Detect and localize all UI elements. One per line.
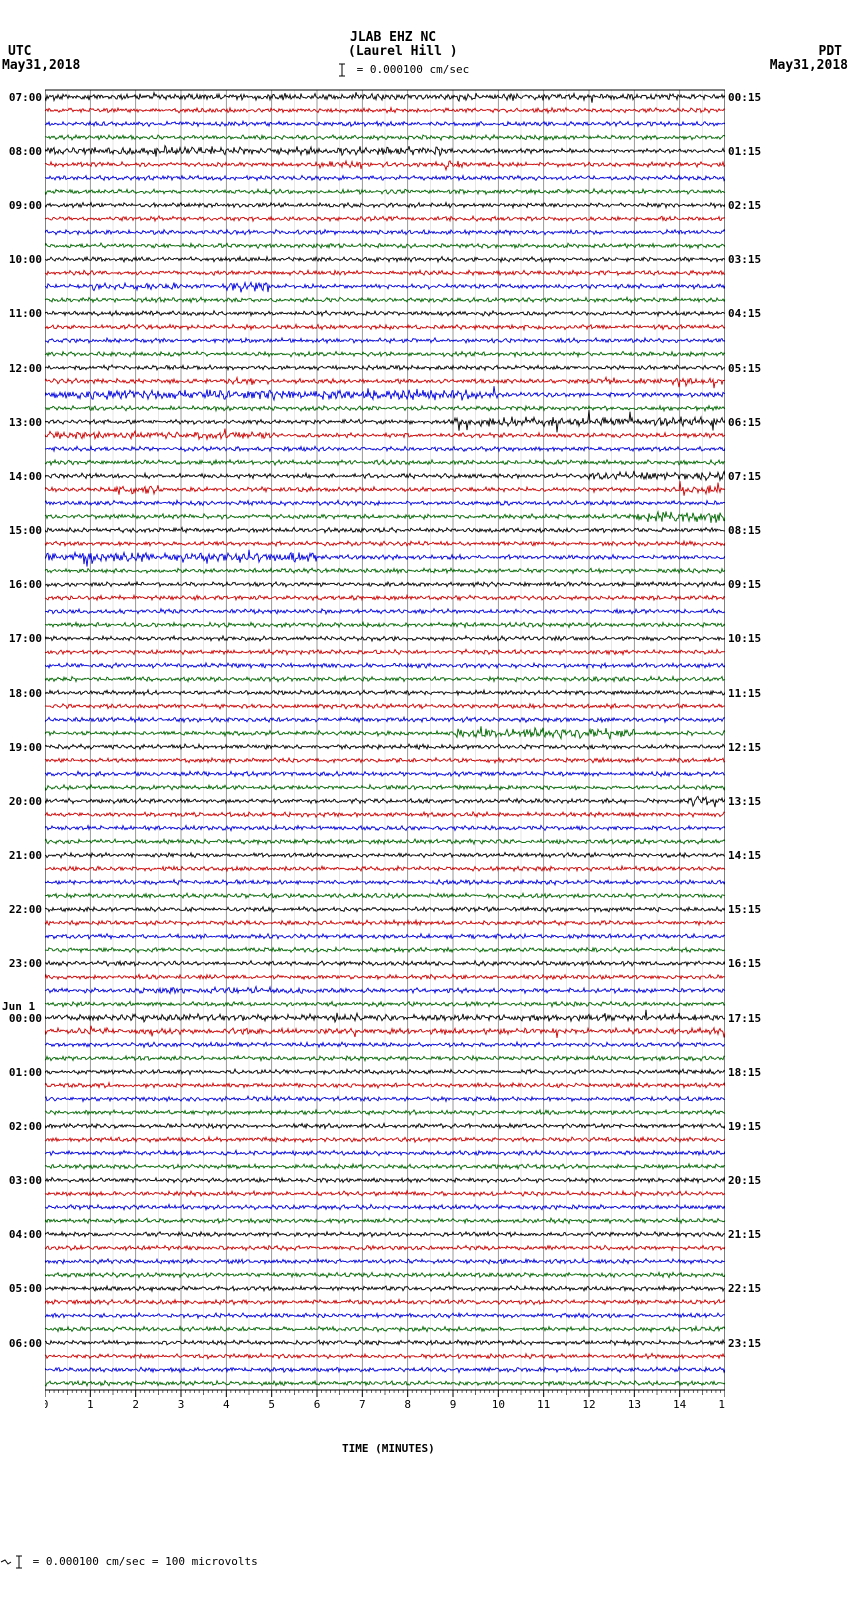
svg-text:1: 1 bbox=[87, 1398, 94, 1411]
right-time-label: 21:15 bbox=[728, 1228, 761, 1241]
left-time-label: 18:00 bbox=[2, 687, 42, 700]
right-time-label: 12:15 bbox=[728, 741, 761, 754]
left-time-label: 05:00 bbox=[2, 1282, 42, 1295]
svg-text:13: 13 bbox=[628, 1398, 641, 1411]
right-time-label: 20:15 bbox=[728, 1174, 761, 1187]
right-time-label: 02:15 bbox=[728, 199, 761, 212]
right-time-label: 08:15 bbox=[728, 524, 761, 537]
right-time-label: 15:15 bbox=[728, 903, 761, 916]
seismogram-container: JLAB EHZ NC (Laurel Hill ) = 0.000100 cm… bbox=[0, 0, 850, 1613]
left-time-label: 04:00 bbox=[2, 1228, 42, 1241]
x-axis-title: TIME (MINUTES) bbox=[342, 1442, 435, 1455]
helicorder-plot: 0123456789101112131415 bbox=[45, 85, 725, 1415]
left-time-label: 15:00 bbox=[2, 524, 42, 537]
svg-text:11: 11 bbox=[537, 1398, 550, 1411]
left-date-label: May31,2018 bbox=[2, 58, 80, 73]
station-code: JLAB EHZ NC bbox=[350, 30, 436, 45]
scale-indicator: = 0.000100 cm/sec bbox=[335, 63, 469, 77]
svg-text:6: 6 bbox=[314, 1398, 321, 1411]
right-time-label: 07:15 bbox=[728, 470, 761, 483]
left-time-label: 23:00 bbox=[2, 957, 42, 970]
left-time-label: 08:00 bbox=[2, 145, 42, 158]
right-time-label: 01:15 bbox=[728, 145, 761, 158]
left-time-label: 07:00 bbox=[2, 91, 42, 104]
left-time-label: 10:00 bbox=[2, 253, 42, 266]
svg-text:2: 2 bbox=[132, 1398, 139, 1411]
left-time-label: 01:00 bbox=[2, 1066, 42, 1079]
right-time-label: 18:15 bbox=[728, 1066, 761, 1079]
left-tz-label: UTC bbox=[8, 44, 31, 59]
location-name: (Laurel Hill ) bbox=[348, 44, 458, 59]
left-time-label: 03:00 bbox=[2, 1174, 42, 1187]
date-change-label: Jun 1 bbox=[2, 1000, 35, 1013]
svg-text:15: 15 bbox=[718, 1398, 725, 1411]
right-time-label: 16:15 bbox=[728, 957, 761, 970]
right-time-label: 09:15 bbox=[728, 578, 761, 591]
right-time-label: 22:15 bbox=[728, 1282, 761, 1295]
left-time-label: 16:00 bbox=[2, 578, 42, 591]
right-time-label: 04:15 bbox=[728, 307, 761, 320]
right-date-label: May31,2018 bbox=[770, 58, 848, 73]
right-time-label: 10:15 bbox=[728, 632, 761, 645]
right-time-label: 23:15 bbox=[728, 1337, 761, 1350]
left-time-label: 20:00 bbox=[2, 795, 42, 808]
svg-text:4: 4 bbox=[223, 1398, 230, 1411]
right-time-label: 11:15 bbox=[728, 687, 761, 700]
svg-text:0: 0 bbox=[45, 1398, 48, 1411]
right-time-label: 13:15 bbox=[728, 795, 761, 808]
svg-text:9: 9 bbox=[450, 1398, 457, 1411]
svg-text:3: 3 bbox=[178, 1398, 185, 1411]
svg-text:10: 10 bbox=[492, 1398, 505, 1411]
left-time-label: 09:00 bbox=[2, 199, 42, 212]
right-time-label: 03:15 bbox=[728, 253, 761, 266]
footer-conversion: = 0.000100 cm/sec = 100 microvolts bbox=[0, 1555, 258, 1569]
left-time-label: 02:00 bbox=[2, 1120, 42, 1133]
right-time-label: 05:15 bbox=[728, 362, 761, 375]
left-time-label: 13:00 bbox=[2, 416, 42, 429]
svg-text:7: 7 bbox=[359, 1398, 366, 1411]
svg-text:12: 12 bbox=[582, 1398, 595, 1411]
left-time-label: 19:00 bbox=[2, 741, 42, 754]
right-time-label: 00:15 bbox=[728, 91, 761, 104]
right-time-label: 19:15 bbox=[728, 1120, 761, 1133]
svg-text:5: 5 bbox=[268, 1398, 275, 1411]
helicorder-svg: 0123456789101112131415 bbox=[45, 85, 725, 1415]
left-time-label: 22:00 bbox=[2, 903, 42, 916]
left-time-label: 12:00 bbox=[2, 362, 42, 375]
right-time-label: 14:15 bbox=[728, 849, 761, 862]
right-time-label: 06:15 bbox=[728, 416, 761, 429]
left-time-label: 06:00 bbox=[2, 1337, 42, 1350]
right-tz-label: PDT bbox=[819, 44, 842, 59]
right-time-label: 17:15 bbox=[728, 1012, 761, 1025]
left-time-label: 14:00 bbox=[2, 470, 42, 483]
left-time-label: 17:00 bbox=[2, 632, 42, 645]
left-time-label: 00:00 bbox=[2, 1012, 42, 1025]
left-time-label: 11:00 bbox=[2, 307, 42, 320]
svg-text:8: 8 bbox=[404, 1398, 411, 1411]
left-time-label: 21:00 bbox=[2, 849, 42, 862]
svg-text:14: 14 bbox=[673, 1398, 687, 1411]
